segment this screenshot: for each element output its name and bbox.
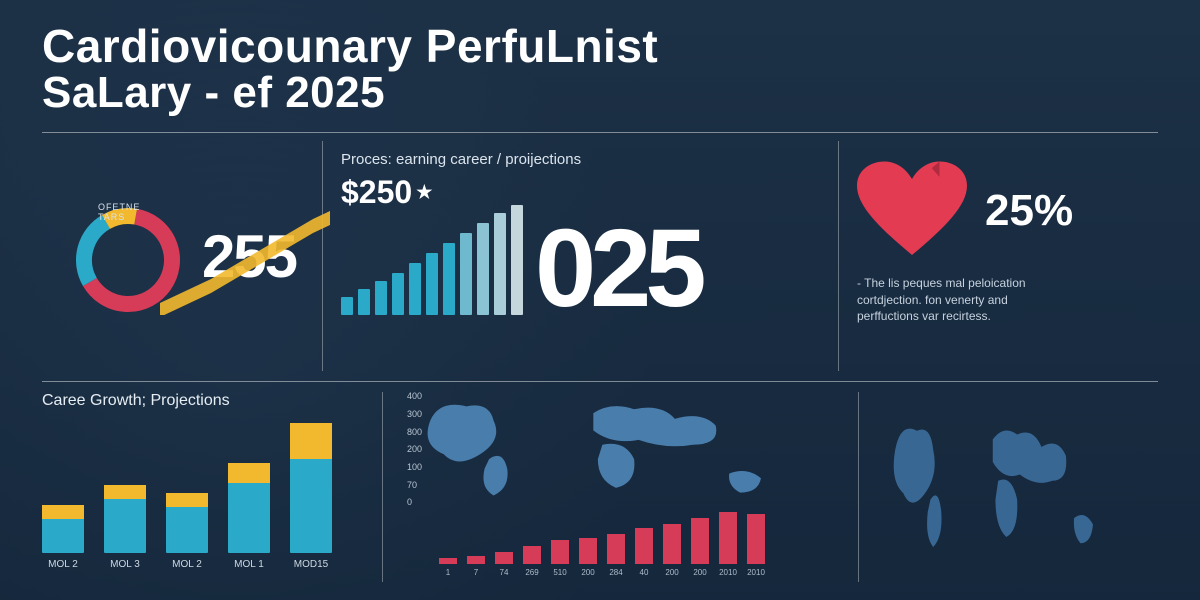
donut-caption: OFETNE TARS	[98, 202, 158, 222]
donut-value: 255	[202, 222, 296, 291]
growth-bar-label: MOL 2	[48, 559, 78, 570]
y-tick: 400	[407, 392, 422, 401]
red-bar	[551, 540, 569, 564]
growth-bar-label: MOD15	[294, 559, 328, 570]
earnings-bars	[341, 205, 523, 315]
red-bar	[607, 534, 625, 564]
title-block: Cardiovicounary PerfuLnist SaLary - ef 2…	[42, 22, 1158, 116]
earnings-bar	[409, 263, 421, 315]
world-map-2	[879, 412, 1139, 562]
x-label: 74	[495, 568, 513, 577]
growth-bar-col: MOL 3	[104, 485, 146, 570]
bottom-row: Caree Growth; Projections MOL 2MOL 3MOL …	[42, 386, 1158, 582]
heart-text-3: perffuctions var recirtess.	[857, 308, 1140, 324]
red-bar	[635, 528, 653, 564]
earnings-bar	[392, 273, 404, 315]
y-tick: 800	[407, 428, 422, 437]
y-axis-ticks: 400 300 800 200 100 70 0	[407, 392, 422, 507]
earnings-caption: Proces: earning career / proijections	[341, 151, 820, 168]
heart-percent: 25%	[985, 186, 1073, 236]
red-bars	[439, 508, 838, 564]
earnings-left: $250 ★	[341, 174, 523, 315]
red-bar	[691, 518, 709, 564]
x-label: 40	[635, 568, 653, 577]
earnings-bar	[443, 243, 455, 315]
y-tick: 100	[407, 463, 422, 472]
growth-bar-col: MOL 2	[166, 493, 208, 570]
top-row: OFETNE TARS 255 Proces: earning career /…	[42, 141, 1158, 371]
x-label: 269	[523, 568, 541, 577]
title-line-2: SaLary - ef 2025	[42, 70, 1158, 116]
red-bar	[579, 538, 597, 564]
growth-bar-col: MOD15	[290, 423, 332, 570]
heart-icon	[857, 161, 967, 261]
red-bar	[495, 552, 513, 564]
x-label: 7	[467, 568, 485, 577]
growth-bar-col: MOL 2	[42, 505, 84, 570]
earnings-bar	[477, 223, 489, 315]
x-label: 1	[439, 568, 457, 577]
y-tick: 200	[407, 445, 422, 454]
heart-text: - The lis peques mal peloication cortdje…	[857, 275, 1140, 324]
panel-growth: Caree Growth; Projections MOL 2MOL 3MOL …	[42, 392, 382, 582]
earnings-big-number: 025	[535, 222, 701, 316]
earnings-bar	[460, 233, 472, 315]
x-label: 2010	[719, 568, 737, 577]
growth-title: Caree Growth; Projections	[42, 392, 362, 410]
x-label: 284	[607, 568, 625, 577]
heart-text-1: - The lis peques mal peloication	[857, 275, 1140, 291]
earnings-bar	[375, 281, 387, 315]
red-bar	[747, 514, 765, 564]
earnings-bar	[358, 289, 370, 315]
earnings-bar	[511, 205, 523, 315]
earnings-bar	[341, 297, 353, 315]
star-icon: ★	[416, 182, 432, 203]
x-label: 2010	[747, 568, 765, 577]
red-bar	[467, 556, 485, 564]
divider-top	[42, 132, 1158, 133]
y-tick: 300	[407, 410, 422, 419]
heart-text-2: cortdjection. fon venerty and	[857, 292, 1140, 308]
panel-earnings: Proces: earning career / proijections $2…	[322, 141, 838, 371]
growth-bar-label: MOL 1	[234, 559, 264, 570]
x-label: 200	[579, 568, 597, 577]
red-bar	[523, 546, 541, 564]
divider-mid	[42, 381, 1158, 382]
panel-donut: OFETNE TARS 255	[42, 141, 322, 371]
panel-world-bars: 400 300 800 200 100 70 0 1 7 74 269 510 200 284 40 200…	[382, 392, 858, 582]
growth-bar-col: MOL 1	[228, 463, 270, 570]
x-label: 510	[551, 568, 569, 577]
y-tick: 0	[407, 498, 422, 507]
panel-heart: 25% - The lis peques mal peloication cor…	[838, 141, 1158, 371]
growth-bar-label: MOL 2	[172, 559, 202, 570]
y-tick: 70	[407, 481, 422, 490]
growth-bar-label: MOL 3	[110, 559, 140, 570]
red-bar	[439, 558, 457, 564]
world-map-1	[403, 392, 838, 507]
x-label: 200	[663, 568, 681, 577]
growth-bars: MOL 2 MOL 3 MOL 2 MOL 1 MOD15	[42, 420, 362, 570]
earnings-bar	[494, 213, 506, 315]
red-bar-xlabels: 1 7 74 269 510 200 284 40 200 200 2010 2010	[439, 568, 838, 577]
red-bar	[663, 524, 681, 564]
panel-world-map-2	[858, 392, 1158, 582]
donut-chart: OFETNE TARS	[68, 196, 188, 316]
red-bar	[719, 512, 737, 564]
earnings-bar	[426, 253, 438, 315]
title-line-1: Cardiovicounary PerfuLnist	[42, 22, 1158, 70]
infographic-root: Cardiovicounary PerfuLnist SaLary - ef 2…	[0, 0, 1200, 600]
x-label: 200	[691, 568, 709, 577]
